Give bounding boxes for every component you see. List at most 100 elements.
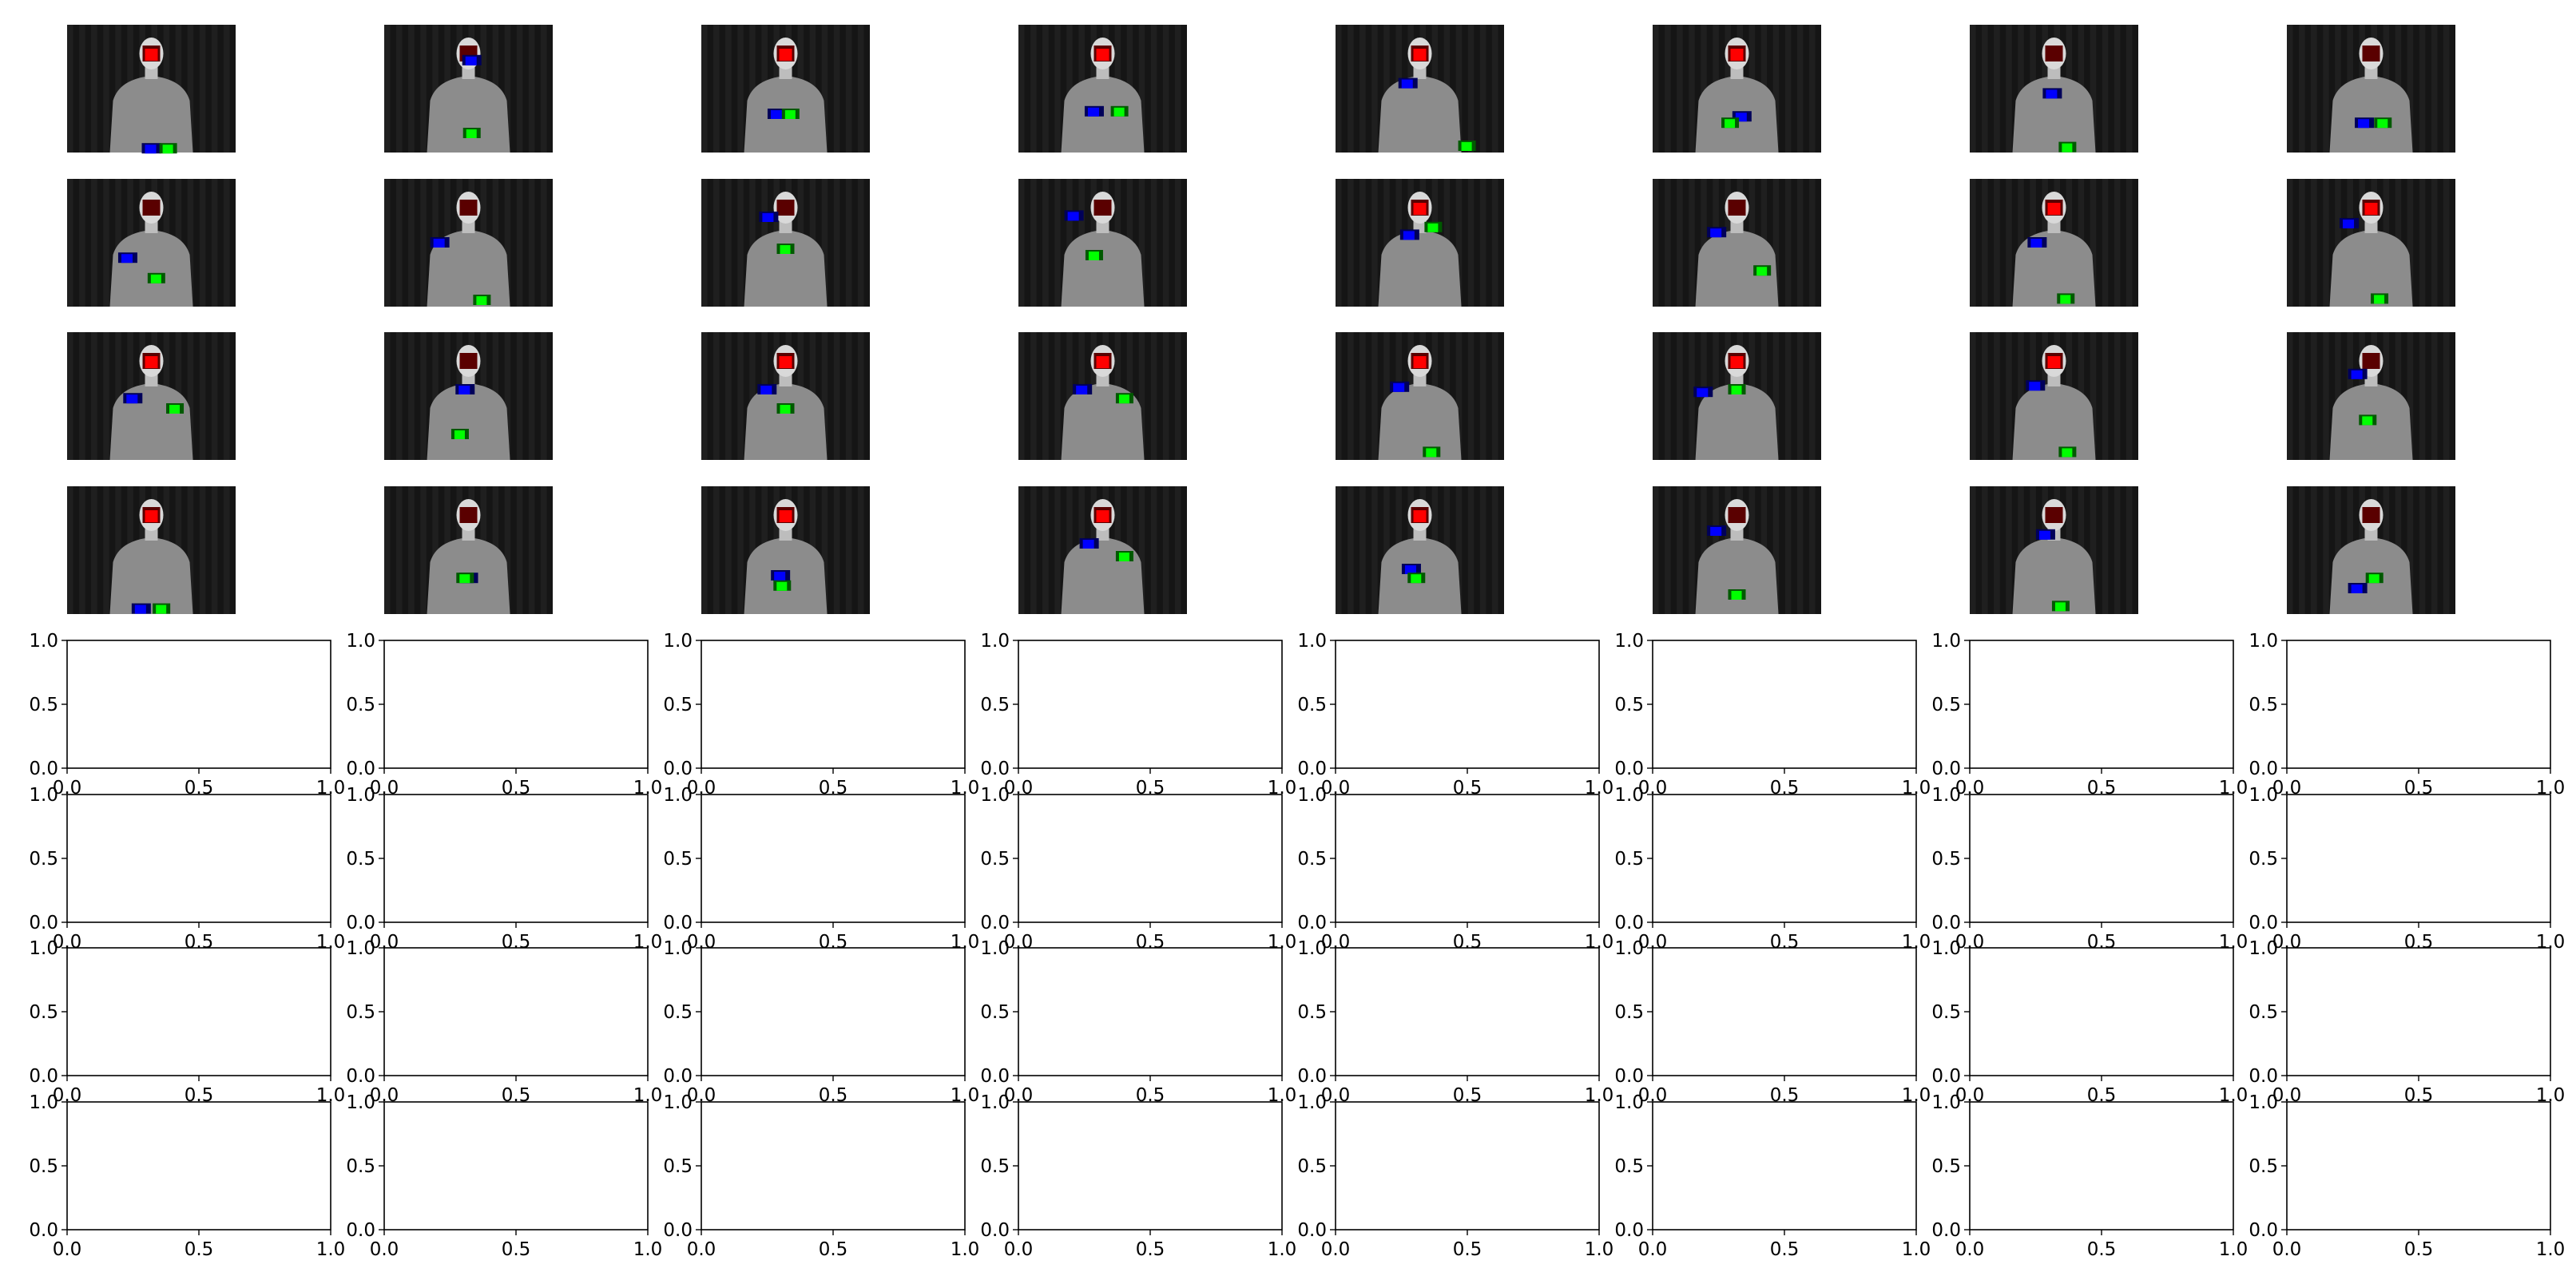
empty-axes: 0.0 0.5 1.00.00.51.0: [1297, 785, 1613, 953]
curtain-fold: [1042, 25, 1049, 153]
curtain-fold: [504, 25, 511, 153]
y-tick-label: 0.0: [1297, 913, 1327, 933]
curtain-fold: [2443, 25, 2450, 153]
face-marker: [1096, 356, 1109, 368]
person-torso: [2329, 76, 2413, 153]
y-tick-label: 0.5: [980, 849, 1010, 870]
curtain-fold: [1970, 179, 1976, 307]
curtain-fold: [725, 179, 732, 307]
y-tick-label: 0.5: [2249, 695, 2278, 715]
curtain-fold: [1808, 486, 1816, 614]
curtain-fold: [2407, 332, 2414, 460]
curtain-fold: [516, 179, 523, 307]
curtain-fold: [1348, 332, 1354, 460]
curtain-fold: [2114, 25, 2121, 153]
y-tick-label: 0.5: [980, 1156, 1010, 1177]
empty-axes: 0.0 0.5 1.00.00.51.0: [1931, 631, 2248, 799]
person-neck: [2364, 374, 2378, 386]
x-tick-label: 1.0: [1585, 1239, 1614, 1260]
empty-axes: 0.0 0.5 1.00.00.51.0: [346, 938, 662, 1106]
y-tick-label: 1.0: [663, 938, 693, 959]
empty-axes: 0.0 0.5 1.00.00.51.0: [663, 785, 979, 953]
person-neck: [1096, 528, 1109, 541]
curtain-fold: [1371, 486, 1378, 614]
hand-b-marker: [459, 574, 470, 584]
curtain-fold: [1018, 25, 1025, 153]
person-neck: [2047, 220, 2061, 233]
person-torso: [2012, 230, 2096, 307]
person-torso: [2012, 537, 2096, 614]
curtain-fold: [2335, 179, 2341, 307]
hand-b-marker: [150, 274, 161, 283]
hand-a-marker: [2343, 220, 2355, 228]
hand-a-marker: [762, 213, 774, 222]
axes-frame: [1335, 794, 1600, 923]
curtain-fold: [725, 25, 732, 153]
curtain-fold: [396, 486, 403, 614]
curtain-fold: [1371, 332, 1378, 460]
curtain-fold: [1359, 25, 1366, 153]
curtain-fold: [1491, 332, 1498, 460]
curtain-fold: [1784, 25, 1792, 153]
curtain-fold: [199, 332, 206, 460]
image-subplot: [67, 179, 236, 307]
y-tick-label: 0.0: [980, 1220, 1010, 1241]
curtain-fold: [2090, 25, 2097, 153]
image-subplot: [1336, 332, 1504, 460]
curtain-fold: [79, 486, 85, 614]
y-tick-label: 0.0: [29, 1066, 58, 1087]
y-tick-label: 0.0: [663, 1066, 693, 1087]
x-tick-label: 0.0: [1004, 1239, 1034, 1260]
curtain-fold: [749, 332, 756, 460]
empty-axes: 0.0 0.5 1.00.00.51.0: [1931, 785, 2248, 953]
axes-frame: [701, 640, 966, 769]
image-subplot: [1653, 179, 1821, 307]
curtain-fold: [1066, 332, 1073, 460]
y-tick-label: 0.0: [980, 913, 1010, 933]
curtain-fold: [1455, 25, 1463, 153]
person-neck: [1730, 374, 1744, 386]
curtain-fold: [749, 25, 756, 153]
axes-frame: [66, 947, 331, 1076]
curtain-fold: [1677, 486, 1683, 614]
hand-b-marker: [156, 604, 167, 614]
empty-axes: 0.0 0.5 1.00.00.51.0: [1297, 1092, 1613, 1260]
x-tick-label: 1.0: [951, 1239, 980, 1260]
curtain-fold: [1467, 486, 1475, 614]
empty-axes: 0.0 0.5 1.00.00.51.0: [2249, 1092, 2565, 1260]
image-subplot: [2287, 332, 2455, 460]
curtain-fold: [1138, 486, 1145, 614]
axes-frame: [701, 794, 966, 923]
axes-frame: [66, 640, 331, 769]
hand-a-marker: [1067, 212, 1079, 221]
curtain-fold: [1479, 332, 1486, 460]
person-neck: [779, 66, 792, 79]
curtain-fold: [103, 25, 109, 153]
curtain-fold: [2125, 179, 2133, 307]
image-subplot: [701, 179, 870, 307]
y-tick-label: 0.5: [346, 849, 375, 870]
person-neck: [2047, 66, 2061, 79]
face-marker: [1730, 356, 1744, 368]
hand-a-marker: [1393, 382, 1405, 392]
curtain-fold: [67, 486, 73, 614]
y-tick-label: 0.0: [1931, 1220, 1961, 1241]
y-tick-label: 0.5: [1297, 849, 1327, 870]
curtain-fold: [384, 25, 391, 153]
curtain-fold: [2102, 486, 2109, 614]
curtain-fold: [1150, 179, 1157, 307]
curtain-fold: [2006, 179, 2012, 307]
curtain-fold: [115, 332, 121, 460]
curtain-fold: [1383, 486, 1390, 614]
curtain-fold: [1138, 179, 1145, 307]
y-tick-label: 0.0: [1614, 1066, 1644, 1087]
empty-axes: 0.0 0.5 1.00.00.51.0: [1297, 631, 1613, 799]
y-tick-label: 1.0: [346, 785, 375, 806]
curtain-fold: [1162, 332, 1169, 460]
hand-b-marker: [780, 245, 791, 254]
curtain-fold: [396, 179, 403, 307]
curtain-fold: [408, 179, 415, 307]
person-torso: [744, 383, 828, 460]
hand-a-marker: [2358, 119, 2370, 129]
